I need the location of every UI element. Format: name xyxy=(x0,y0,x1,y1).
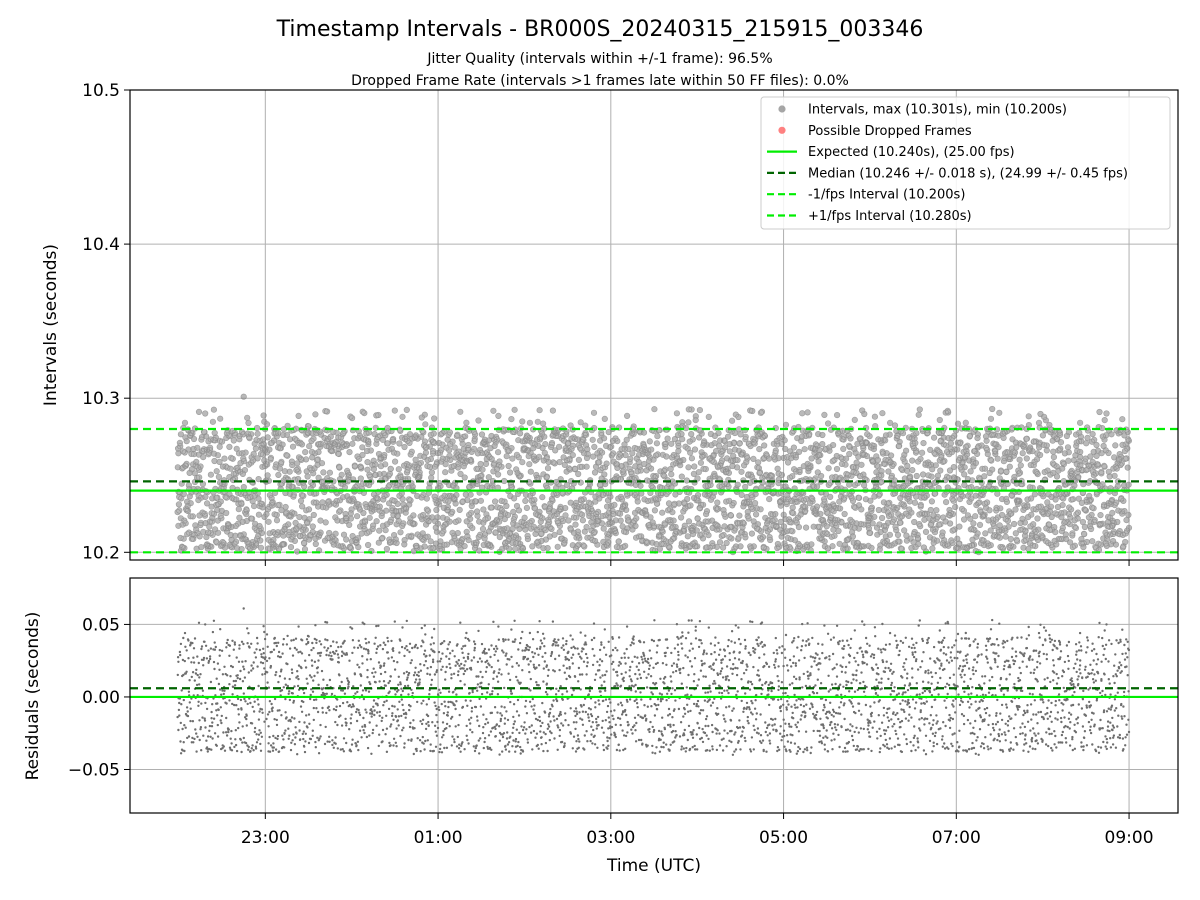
residuals-y-tick-label: −0.05 xyxy=(68,760,120,780)
intervals-reference-lines xyxy=(130,427,1178,554)
residuals-y-ticks: −0.05 0.00 0.05 xyxy=(68,615,130,780)
intervals-y-ticks: 10.2 10.3 10.4 10.5 xyxy=(82,81,130,563)
legend-box xyxy=(760,96,1171,230)
residuals-reference-lines xyxy=(130,687,1178,699)
legend-label: Expected (10.240s), (25.00 fps) xyxy=(808,145,1015,160)
residuals-points xyxy=(176,607,1131,756)
x-tick-label: 07:00 xyxy=(932,828,981,848)
x-tick-label: 23:00 xyxy=(241,828,290,848)
intervals-y-tick-label: 10.3 xyxy=(82,389,120,409)
intervals-panel: 10.2 10.3 10.4 10.5 Intervals (seconds) Int… xyxy=(41,81,1179,566)
residuals-axes-frame xyxy=(129,577,1179,814)
interval-point xyxy=(174,393,1133,556)
intervals-axes-frame xyxy=(129,89,1179,561)
chart-subtitle-jitter: Jitter Quality (intervals within +/-1 fr… xyxy=(426,51,772,67)
intervals-y-tick-label: 10.5 xyxy=(82,81,120,101)
x-tick-label: 05:00 xyxy=(759,828,808,848)
legend-label: Intervals, max (10.301s), min (10.200s) xyxy=(808,103,1067,118)
legend-label: +1/fps Interval (10.280s) xyxy=(808,209,972,224)
residuals-x-ticks: 23:00 01:00 03:00 05:00 07:00 09:00 xyxy=(241,813,1154,848)
intervals-y-tick-label: 10.4 xyxy=(82,235,120,255)
intervals-y-axis-label: Intervals (seconds) xyxy=(41,244,61,406)
legend: Intervals, max (10.301s), min (10.200s) P… xyxy=(760,96,1171,230)
residuals-y-axis-label: Residuals (seconds) xyxy=(23,612,43,781)
legend-label: Possible Dropped Frames xyxy=(808,124,972,139)
residuals-y-tick-label: 0.05 xyxy=(82,615,120,635)
residuals-y-tick-label: 0.00 xyxy=(82,688,120,708)
x-tick-label: 09:00 xyxy=(1105,828,1154,848)
x-tick-label: 01:00 xyxy=(414,828,463,848)
legend-marker xyxy=(778,126,786,134)
residuals-panel: −0.05 0.00 0.05 23:00 01:00 03:00 05:00 07:00 0… xyxy=(23,577,1179,876)
legend-label: Median (10.246 +/- 0.018 s), (24.99 +/- … xyxy=(808,166,1128,181)
chart-title: Timestamp Intervals - BR000S_20240315_21… xyxy=(276,17,924,42)
residual-point xyxy=(176,607,1131,756)
x-tick-label: 03:00 xyxy=(586,828,635,848)
legend-label: -1/fps Interval (10.200s) xyxy=(808,188,965,203)
legend-marker xyxy=(778,105,786,113)
intervals-points xyxy=(174,393,1133,556)
legend-items: Intervals, max (10.301s), min (10.200s) P… xyxy=(767,103,1128,224)
x-axis-label: Time (UTC) xyxy=(606,856,701,876)
intervals-x-ticks xyxy=(264,560,1130,566)
chart-subtitle-dropped: Dropped Frame Rate (intervals >1 frames … xyxy=(351,73,849,89)
intervals-y-tick-label: 10.2 xyxy=(82,543,120,563)
